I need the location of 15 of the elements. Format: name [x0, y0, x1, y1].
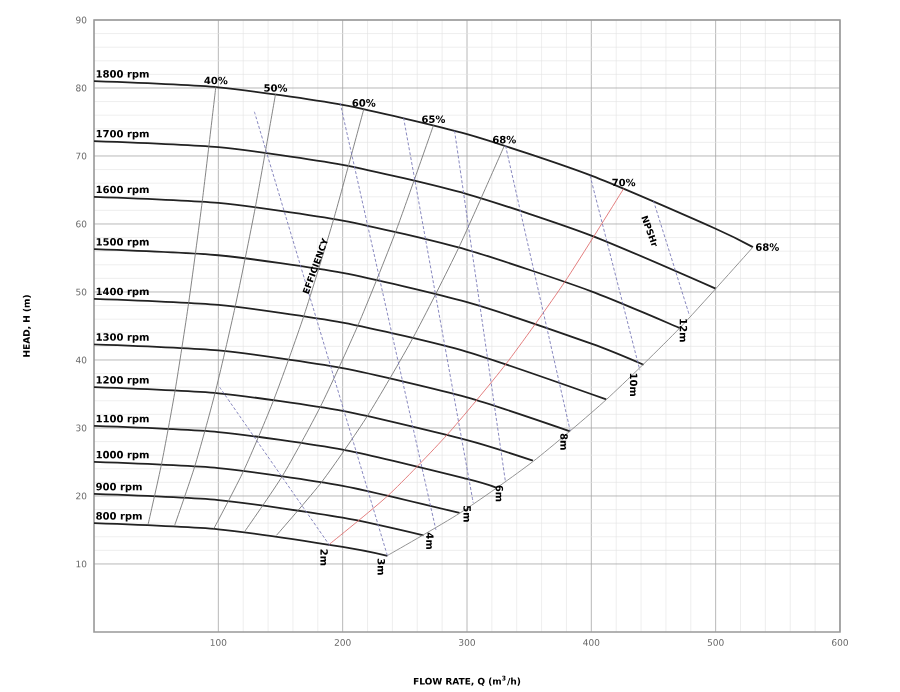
line-series [94, 492, 425, 537]
line-series [174, 93, 276, 526]
line-series [244, 124, 434, 532]
line-series [94, 386, 534, 462]
line-series [275, 145, 505, 536]
line-series [94, 139, 717, 290]
line-series [328, 187, 625, 545]
line-series [94, 297, 608, 401]
line-series [94, 343, 572, 433]
line-series [94, 460, 461, 514]
line-series [94, 195, 681, 329]
line-series [147, 85, 217, 525]
line-series [213, 108, 365, 529]
line-series [94, 424, 498, 489]
line-series [386, 246, 754, 557]
